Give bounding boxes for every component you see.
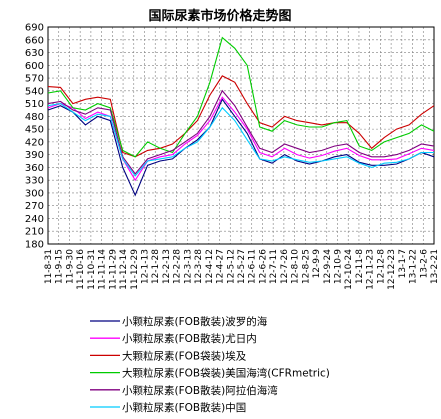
legend-label-1: 小颗粒尿素(FOB散装)波罗的海 bbox=[122, 315, 268, 328]
x-tick-label: 12-4-27 bbox=[216, 249, 226, 284]
legend-label-2: 小颗粒尿素(FOB散装)尤日内 bbox=[122, 332, 257, 345]
x-tick-label: 12-6-11 bbox=[248, 249, 258, 284]
x-tick-label: 12-1-13 bbox=[141, 249, 151, 284]
y-tick-label: 210 bbox=[25, 227, 44, 238]
x-tick-label: 12-3-28 bbox=[194, 249, 204, 284]
y-tick-label: 300 bbox=[25, 188, 44, 199]
y-tick-label: 420 bbox=[25, 137, 44, 148]
series-line-6 bbox=[47, 103, 434, 177]
x-tick-label: 12-12-23 bbox=[387, 249, 397, 290]
y-tick-label: 330 bbox=[25, 176, 44, 187]
axes: 1802102402703003303603904204504805105405… bbox=[25, 23, 440, 290]
x-tick-label: 11-10-31 bbox=[87, 249, 97, 290]
y-tick-label: 570 bbox=[25, 74, 44, 85]
legend-label-6: 小颗粒尿素(FOB散装)中国 bbox=[122, 401, 246, 414]
series-lines bbox=[47, 36, 435, 197]
series-line-5 bbox=[47, 89, 435, 175]
x-tick-label: 11-8-31 bbox=[44, 249, 54, 284]
x-tick-label: 12-11-8 bbox=[355, 249, 365, 284]
x-tick-label: 12-2-28 bbox=[173, 249, 183, 284]
x-tick-label: 12-9-24 bbox=[323, 249, 333, 284]
x-tick-label: 12-7-26 bbox=[280, 249, 290, 284]
y-tick-label: 270 bbox=[25, 201, 44, 212]
x-tick-label: 12-5-27 bbox=[237, 249, 247, 284]
y-tick-label: 240 bbox=[25, 214, 44, 225]
y-tick-label: 630 bbox=[25, 48, 44, 59]
y-tick-label: 660 bbox=[25, 35, 44, 46]
legend: 小颗粒尿素(FOB散装)波罗的海小颗粒尿素(FOB散装)尤日内大颗粒尿素(FOB… bbox=[90, 315, 330, 414]
series-line-1 bbox=[47, 98, 435, 197]
x-tick-label: 12-2-13 bbox=[162, 249, 172, 284]
x-tick-label: 12-12-8 bbox=[376, 249, 386, 284]
x-tick-label: 12-6-26 bbox=[258, 249, 268, 284]
x-tick-label: 12-11-23 bbox=[366, 249, 376, 290]
x-tick-label: 12-9-9 bbox=[312, 249, 322, 279]
plot-area-border bbox=[47, 26, 435, 245]
x-tick-label: 12-1-28 bbox=[151, 249, 161, 284]
y-tick-label: 480 bbox=[25, 112, 44, 123]
grid bbox=[47, 26, 435, 245]
x-tick-label: 12-4-12 bbox=[205, 249, 215, 284]
x-tick-label: 11-9-30 bbox=[65, 249, 75, 284]
x-tick-label: 12-8-10 bbox=[291, 249, 301, 284]
x-tick-label: 11-10-16 bbox=[76, 249, 86, 290]
x-tick-label: 12-7-11 bbox=[269, 249, 279, 284]
y-tick-label: 180 bbox=[25, 240, 44, 251]
y-tick-label: 450 bbox=[25, 125, 44, 136]
x-tick-label: 11-12-14 bbox=[119, 249, 129, 290]
x-tick-label: 13-1-7 bbox=[398, 249, 408, 278]
x-tick-label: 12-10-9 bbox=[334, 249, 344, 284]
x-tick-label: 11-12-29 bbox=[130, 249, 140, 290]
y-tick-label: 690 bbox=[25, 23, 44, 34]
x-tick-label: 13-2-6 bbox=[419, 249, 429, 279]
x-tick-label: 12-5-12 bbox=[226, 249, 236, 284]
y-tick-label: 600 bbox=[25, 61, 44, 72]
series-line-4 bbox=[47, 36, 435, 158]
x-tick-label: 11-11-29 bbox=[108, 249, 118, 290]
y-tick-label: 510 bbox=[25, 99, 44, 110]
chart-title: 国际尿素市场价格走势图 bbox=[148, 8, 291, 24]
x-tick-label: 13-1-22 bbox=[409, 249, 419, 284]
x-tick-label: 11-11-14 bbox=[98, 249, 108, 290]
y-tick-label: 540 bbox=[25, 86, 44, 97]
x-tick-label: 13-2-21 bbox=[430, 249, 440, 284]
x-tick-label: 12-8-25 bbox=[301, 249, 311, 284]
y-tick-label: 390 bbox=[25, 150, 44, 161]
legend-label-5: 小颗粒尿素(FOB散装)阿拉伯海湾 bbox=[122, 384, 278, 397]
legend-label-3: 大颗粒尿素(FOB袋装)埃及 bbox=[122, 349, 247, 362]
legend-label-4: 大颗粒尿素(FOB袋装)美国海湾(CFRmetric) bbox=[122, 367, 330, 380]
x-tick-label: 12-10-24 bbox=[344, 249, 354, 290]
x-tick-label: 12-3-13 bbox=[183, 249, 193, 284]
y-tick-label: 360 bbox=[25, 163, 44, 174]
series-line-3 bbox=[47, 75, 435, 158]
x-tick-label: 11-9-15 bbox=[55, 249, 65, 284]
